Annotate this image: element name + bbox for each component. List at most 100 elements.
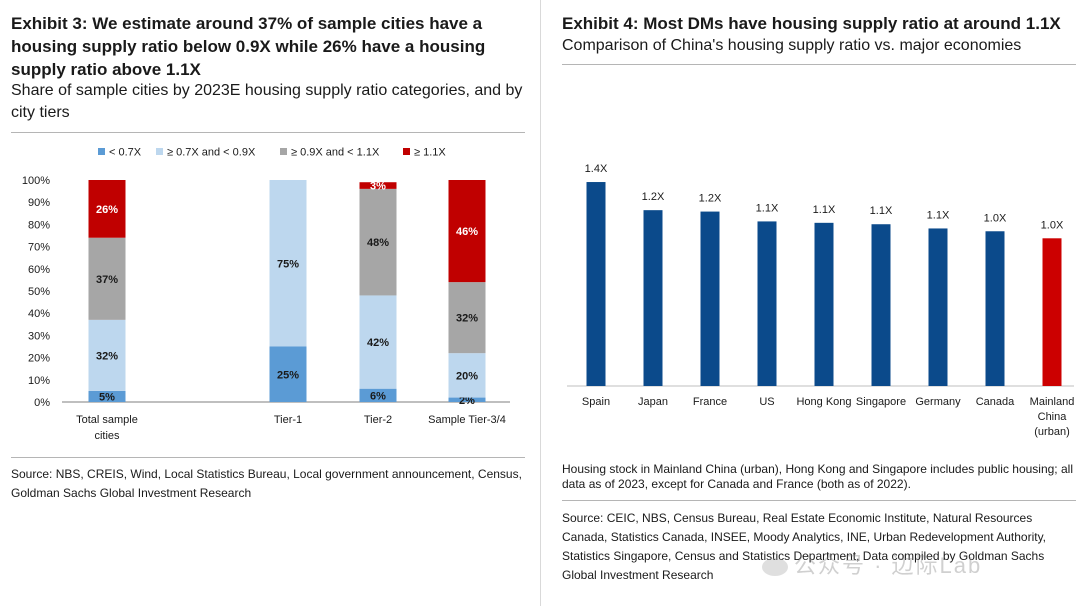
wechat-icon xyxy=(762,558,788,577)
legend-label: ≥ 0.7X and < 0.9X xyxy=(167,147,256,159)
x-category-label: US xyxy=(759,396,774,408)
exhibit-3-title: Exhibit 3: We estimate around 37% of sam… xyxy=(11,14,486,79)
x-category-label: France xyxy=(693,396,727,408)
bar xyxy=(586,182,606,386)
stacked-bar-chart: < 0.7X ≥ 0.7X and < 0.9X ≥ 0.9X and < 1.1X… xyxy=(22,147,510,442)
legend-swatch xyxy=(403,148,410,155)
x-category-label: Canada xyxy=(976,396,1015,408)
data-label: 42% xyxy=(367,337,389,349)
y-tick-label: 90% xyxy=(28,197,50,209)
data-label: 75% xyxy=(277,258,299,270)
bar xyxy=(643,210,663,386)
x-category-label: Spain xyxy=(582,396,610,408)
x-category-label: Total sample xyxy=(76,414,138,426)
x-category-label: Tier-2 xyxy=(364,414,392,426)
x-category-label: Germany xyxy=(915,396,961,408)
y-tick-label: 60% xyxy=(28,264,50,276)
exhibit-3-divider-bottom xyxy=(11,457,525,458)
data-label: 32% xyxy=(96,350,118,362)
bar-segment xyxy=(88,180,126,238)
country-bar-chart: 1.4X Spain 1.2X Japan 1.2X France 1.1X US 1.1X Ho… xyxy=(567,163,1075,438)
bar xyxy=(928,228,948,386)
data-label: 26% xyxy=(96,204,118,216)
data-label: 46% xyxy=(456,226,478,238)
watermark-text: 公众号 · 边际Lab xyxy=(794,553,983,578)
exhibit-4-title: Exhibit 4: Most DMs have housing supply … xyxy=(562,14,1061,33)
data-label: 37% xyxy=(96,274,118,286)
data-label: 6% xyxy=(370,390,386,402)
bar-segment xyxy=(88,237,126,320)
data-label: 5% xyxy=(99,391,115,403)
bar-segment xyxy=(448,180,486,283)
data-label: 1.2X xyxy=(699,193,722,205)
panel-divider xyxy=(540,0,541,606)
y-tick-label: 0% xyxy=(34,397,50,409)
data-label: 1.0X xyxy=(1041,219,1064,231)
x-category-label: (urban) xyxy=(1034,426,1069,438)
bar xyxy=(985,231,1005,386)
x-category-label: Tier-1 xyxy=(274,414,302,426)
legend-label: ≥ 1.1X xyxy=(414,147,446,159)
y-tick-label: 10% xyxy=(28,375,50,387)
x-category-label: China xyxy=(1038,411,1068,423)
exhibit-4-subtitle: Comparison of China's housing supply rat… xyxy=(562,37,1022,54)
y-tick-label: 20% xyxy=(28,353,50,365)
x-category-label: Singapore xyxy=(856,396,906,408)
bar-segment xyxy=(448,397,486,402)
x-category-label: Hong Kong xyxy=(796,396,851,408)
x-category-label: Sample Tier-3/4 xyxy=(428,414,506,426)
legend-swatch xyxy=(280,148,287,155)
data-label: 2% xyxy=(459,395,475,407)
bar xyxy=(871,224,891,386)
data-label: 1.1X xyxy=(813,204,836,216)
data-label: 1.1X xyxy=(756,202,779,214)
data-label: 1.1X xyxy=(870,205,893,217)
y-tick-label: 100% xyxy=(22,175,50,187)
legend-swatch xyxy=(156,148,163,155)
x-category-label: Japan xyxy=(638,396,668,408)
bar-segment xyxy=(359,188,397,296)
x-category-label: Mainland xyxy=(1030,396,1075,408)
data-label: 1.2X xyxy=(642,191,665,203)
data-label: 3% xyxy=(370,181,386,193)
legend-label: < 0.7X xyxy=(109,147,142,159)
bar-segment xyxy=(88,390,126,402)
legend-swatch xyxy=(98,148,105,155)
y-tick-label: 80% xyxy=(28,219,50,231)
bar xyxy=(1042,238,1062,386)
bar-segment xyxy=(269,346,307,402)
x-category-label: cities xyxy=(94,430,120,442)
y-tick-label: 70% xyxy=(28,242,50,254)
data-label: 20% xyxy=(456,370,478,382)
legend-label: ≥ 0.9X and < 1.1X xyxy=(291,147,380,159)
exhibit-4-divider-bottom xyxy=(562,500,1076,501)
bar-segment xyxy=(359,388,397,402)
bar-segment xyxy=(448,353,486,398)
y-tick-label: 30% xyxy=(28,330,50,342)
data-label: 1.4X xyxy=(585,163,608,175)
bar-segment xyxy=(448,282,486,354)
data-label: 1.0X xyxy=(984,212,1007,224)
bar-segment xyxy=(269,180,307,347)
exhibit-4-source: Source: CEIC, NBS, Census Bureau, Real E… xyxy=(562,511,1047,582)
data-label: 1.1X xyxy=(927,209,950,221)
data-label: 32% xyxy=(456,313,478,325)
y-tick-label: 50% xyxy=(28,286,50,298)
exhibit-3-source: Source: NBS, CREIS, Wind, Local Statisti… xyxy=(11,467,522,500)
bar xyxy=(757,221,777,386)
exhibit-3-panel: Exhibit 3: We estimate around 37% of sam… xyxy=(0,0,530,606)
data-label: 25% xyxy=(277,369,299,381)
exhibit-4-divider-top xyxy=(562,64,1076,65)
bar xyxy=(814,222,834,386)
watermark: 公众号 · 边际Lab xyxy=(762,548,982,580)
exhibit-4-note: Housing stock in Mainland China (urban),… xyxy=(562,462,1073,491)
bar xyxy=(700,211,720,386)
bar-segment xyxy=(88,319,126,391)
exhibit-4-panel: Exhibit 4: Most DMs have housing supply … xyxy=(552,0,1080,606)
bar-segment xyxy=(359,182,397,189)
data-label: 48% xyxy=(367,237,389,249)
exhibit-3-subtitle: Share of sample cities by 2023E housing … xyxy=(11,82,523,121)
exhibit-3-divider-top xyxy=(11,132,525,133)
y-tick-label: 40% xyxy=(28,308,50,320)
bar-segment xyxy=(359,295,397,389)
